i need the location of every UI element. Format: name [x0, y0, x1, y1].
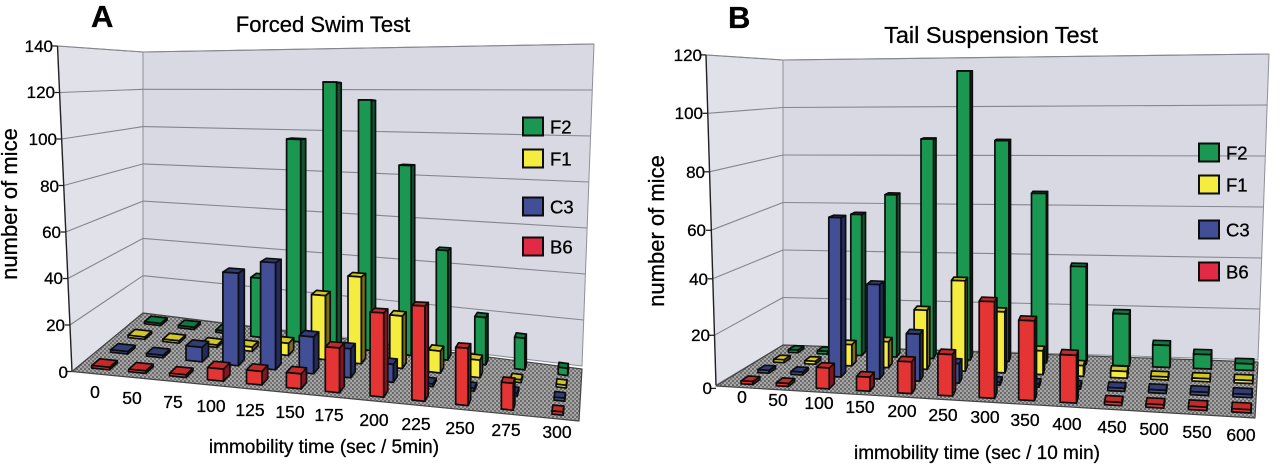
svg-text:Tail Suspension Test: Tail Suspension Test	[884, 22, 1098, 48]
svg-text:Forced Swim Test: Forced Swim Test	[236, 12, 410, 37]
svg-text:200: 200	[887, 401, 916, 421]
svg-text:175: 175	[314, 405, 343, 425]
svg-text:300: 300	[970, 407, 999, 427]
svg-text:20: 20	[46, 316, 65, 335]
svg-text:B: B	[728, 0, 750, 35]
svg-text:140: 140	[25, 37, 53, 56]
svg-text:550: 550	[1182, 422, 1211, 442]
svg-text:300: 300	[542, 422, 571, 442]
svg-text:450: 450	[1097, 417, 1126, 437]
svg-text:F2: F2	[550, 117, 572, 138]
svg-text:120: 120	[27, 83, 55, 102]
svg-text:F1: F1	[550, 149, 572, 170]
svg-text:60: 60	[42, 223, 61, 242]
svg-text:50: 50	[122, 388, 142, 408]
svg-text:0: 0	[703, 379, 712, 398]
svg-text:80: 80	[686, 163, 705, 182]
svg-text:150: 150	[845, 397, 874, 417]
svg-text:200: 200	[359, 410, 388, 430]
svg-text:20: 20	[691, 326, 710, 345]
svg-text:275: 275	[491, 420, 520, 440]
svg-text:100: 100	[196, 396, 225, 416]
svg-text:0: 0	[90, 382, 100, 402]
svg-text:B6: B6	[550, 237, 573, 258]
svg-text:F2: F2	[1226, 143, 1248, 164]
svg-text:100: 100	[675, 104, 703, 123]
svg-text:number of mice: number of mice	[644, 155, 669, 307]
svg-text:350: 350	[1010, 410, 1039, 430]
svg-text:40: 40	[44, 269, 63, 288]
svg-text:C3: C3	[1226, 220, 1250, 241]
svg-text:0: 0	[59, 363, 68, 382]
svg-text:B6: B6	[1226, 262, 1249, 283]
svg-text:C3: C3	[550, 197, 574, 218]
svg-text:500: 500	[1139, 419, 1168, 439]
svg-text:125: 125	[235, 400, 264, 420]
svg-text:100: 100	[804, 393, 833, 413]
svg-text:60: 60	[687, 221, 706, 240]
svg-text:400: 400	[1052, 414, 1081, 434]
svg-text:80: 80	[40, 177, 59, 196]
svg-text:A: A	[91, 0, 113, 34]
svg-text:250: 250	[445, 418, 474, 438]
svg-text:40: 40	[689, 270, 708, 289]
svg-text:120: 120	[674, 46, 702, 65]
svg-text:100: 100	[29, 130, 57, 149]
svg-text:F1: F1	[1226, 175, 1248, 196]
svg-text:150: 150	[275, 402, 304, 422]
svg-text:600: 600	[1226, 425, 1255, 445]
svg-text:75: 75	[163, 392, 182, 412]
svg-text:250: 250	[928, 405, 957, 425]
svg-text:number of mice: number of mice	[0, 128, 22, 280]
svg-text:immobility time (sec / 5min): immobility time (sec / 5min)	[209, 437, 439, 458]
svg-text:50: 50	[768, 390, 788, 410]
svg-text:225: 225	[401, 414, 430, 434]
svg-text:0: 0	[737, 387, 747, 407]
svg-text:immobility time (sec / 10 min): immobility time (sec / 10 min)	[854, 443, 1100, 464]
